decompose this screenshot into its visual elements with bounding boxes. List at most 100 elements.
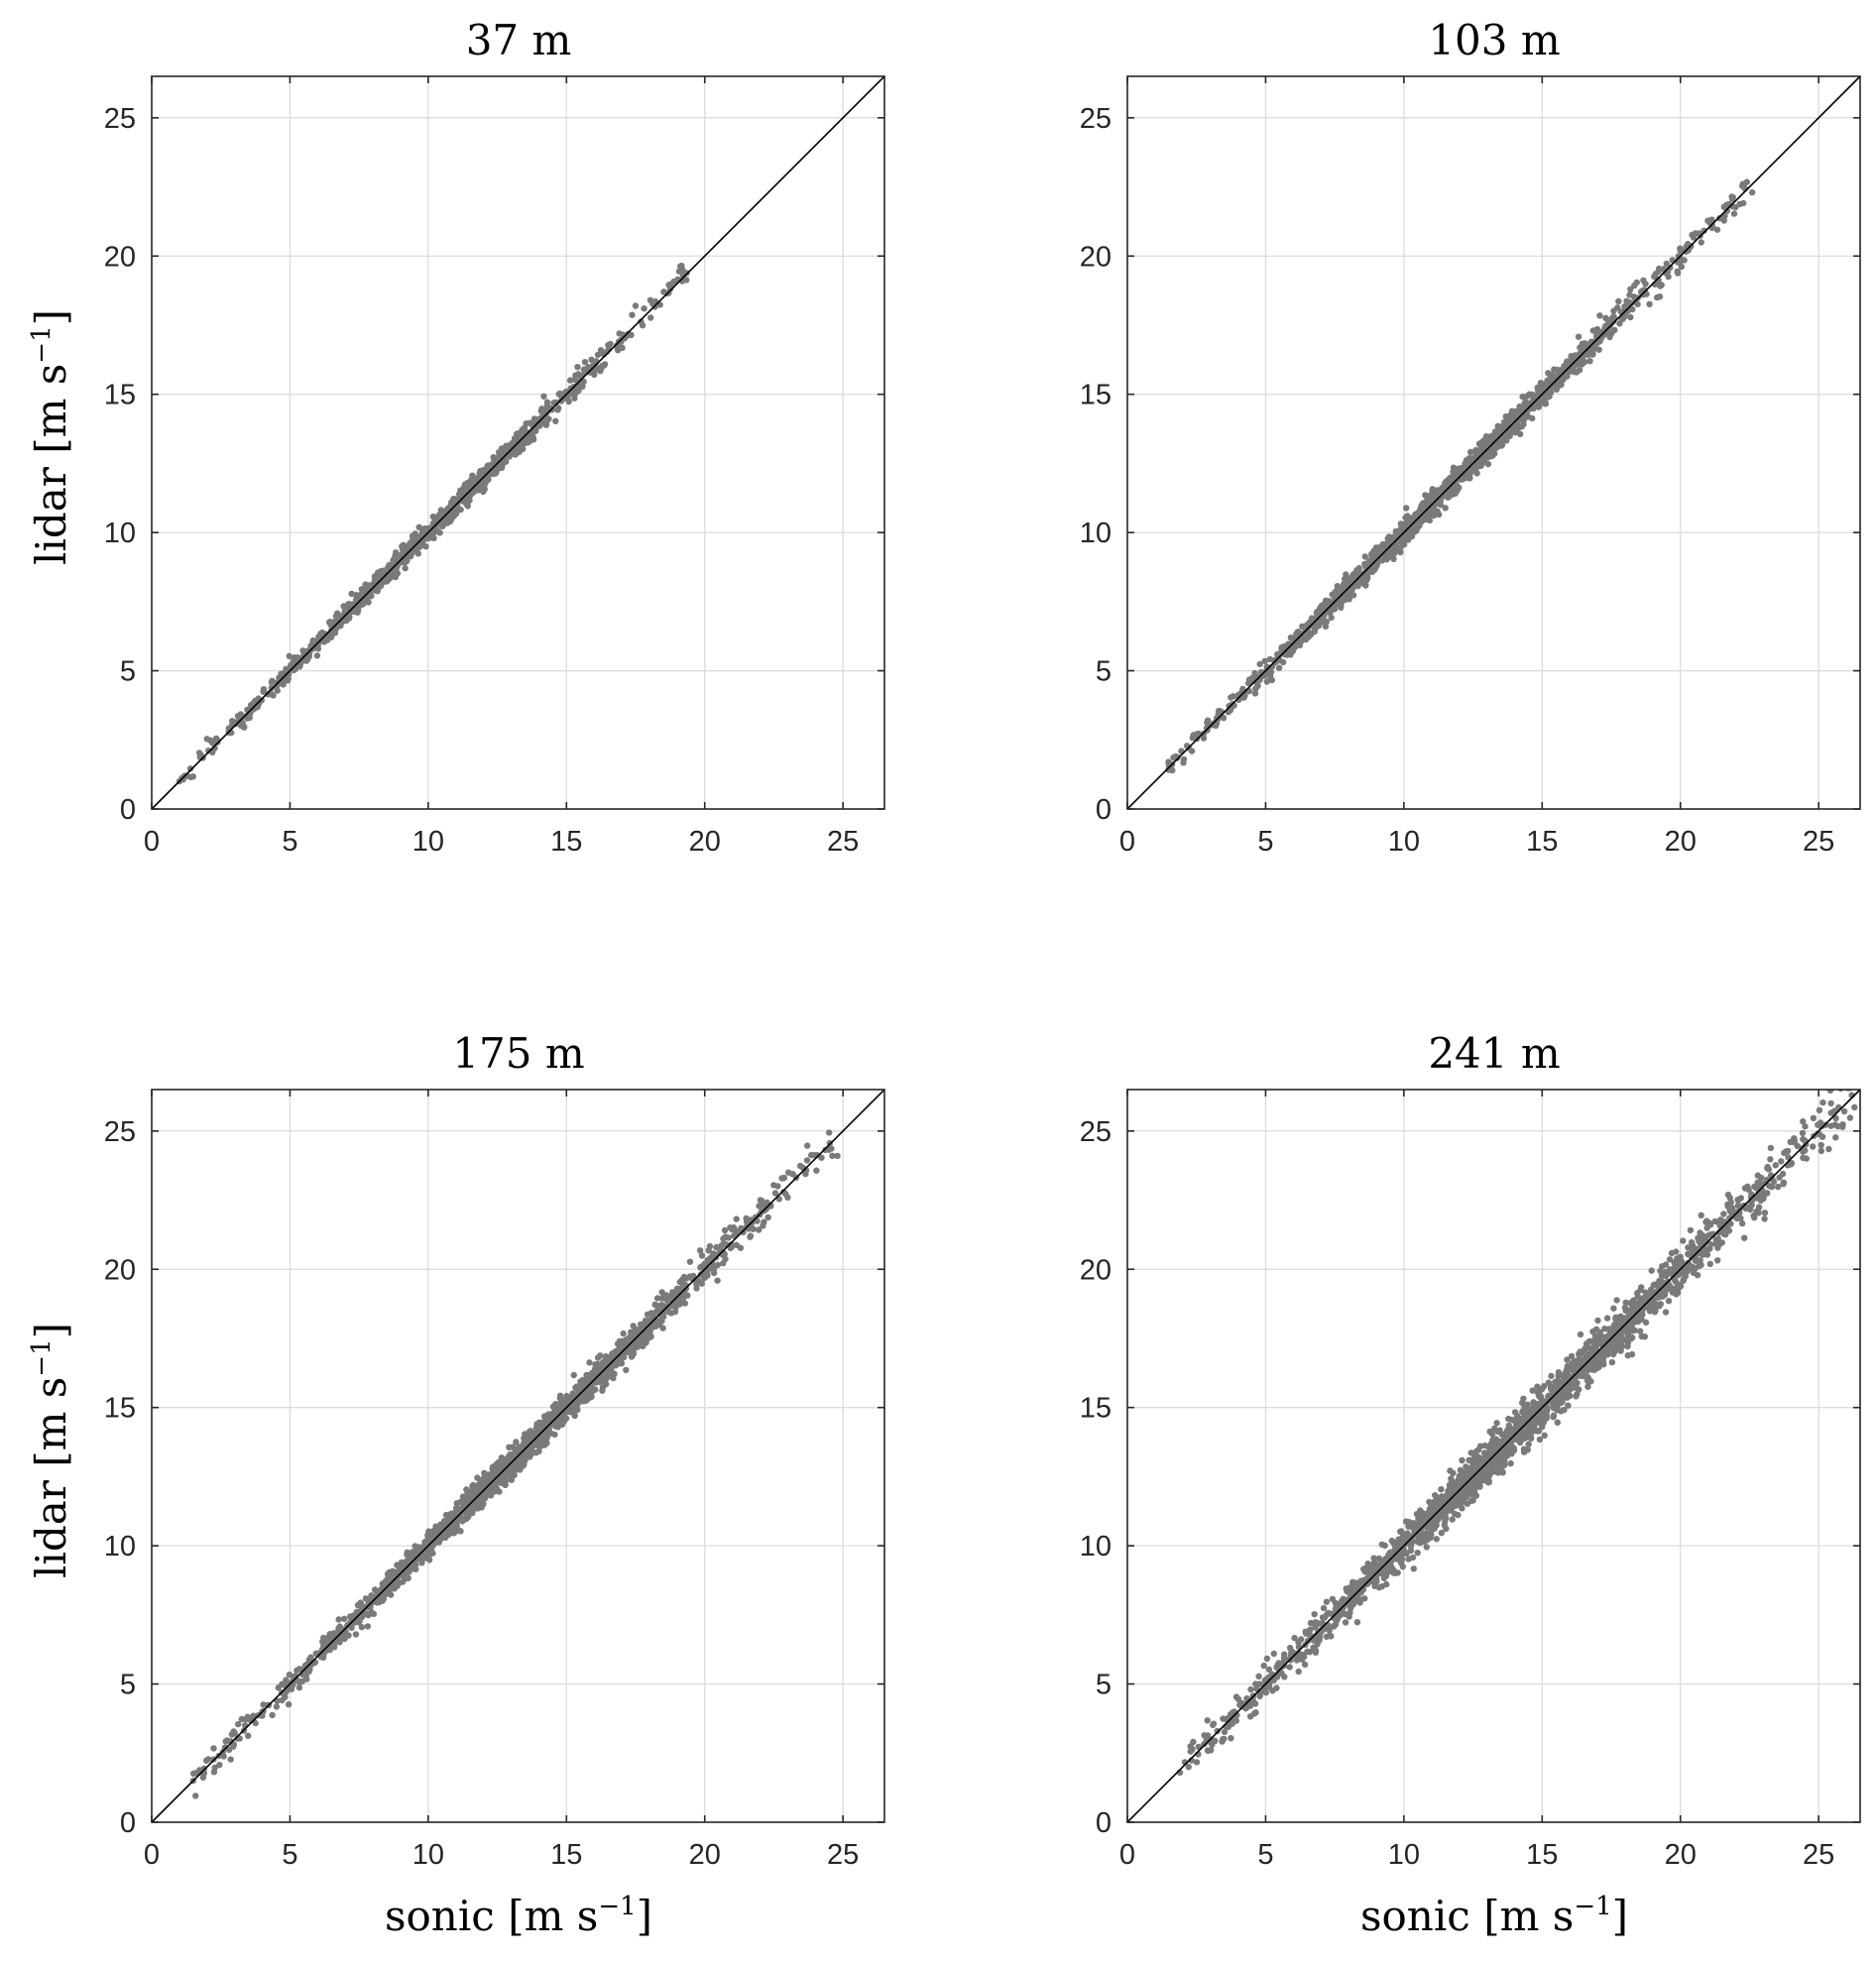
scatter-point xyxy=(418,1560,425,1566)
scatter-point xyxy=(714,1261,721,1269)
scatter-point xyxy=(339,613,347,620)
scatter-point xyxy=(1304,1648,1311,1656)
scatter-point xyxy=(580,378,587,386)
scatter-point xyxy=(1189,735,1197,742)
scatter-point xyxy=(1576,367,1583,374)
scatter-point xyxy=(268,684,275,692)
scatter-point xyxy=(1346,1610,1353,1617)
scatter-point xyxy=(1713,226,1721,233)
scatter-point xyxy=(1594,1317,1601,1325)
scatter-point xyxy=(1301,1661,1309,1669)
scatter-point xyxy=(285,677,292,684)
scatter-point xyxy=(1409,516,1417,522)
scatter-point xyxy=(268,678,276,686)
scatter-point xyxy=(543,399,551,405)
scatter-point xyxy=(1486,433,1493,440)
scatter-point xyxy=(1730,210,1738,217)
scatter-point xyxy=(528,1444,535,1451)
scatter-point xyxy=(362,581,369,588)
y-tick-label: 25 xyxy=(104,103,136,135)
scatter-point xyxy=(474,1505,481,1512)
scatter-point xyxy=(352,1631,360,1638)
scatter-point xyxy=(419,527,426,534)
scatter-point xyxy=(725,1234,732,1241)
scatter-point xyxy=(442,1511,450,1519)
scatter-point xyxy=(1362,582,1369,589)
scatter-point xyxy=(295,1684,303,1691)
scatter-point xyxy=(482,474,489,481)
scatter-point xyxy=(667,281,674,288)
scatter-point xyxy=(1678,263,1686,271)
scatter-point xyxy=(1575,333,1583,340)
scatter-point xyxy=(1402,522,1409,530)
scatter-point xyxy=(1550,1414,1557,1421)
scatter-point xyxy=(441,508,448,516)
scatter-point xyxy=(575,1398,582,1406)
scatter-point xyxy=(584,1389,592,1396)
y-tick-label: 25 xyxy=(1080,103,1112,135)
scatter-point xyxy=(469,472,476,479)
x-tick-label: 10 xyxy=(412,826,444,858)
scatter-point xyxy=(1764,1165,1771,1172)
scatter-point xyxy=(653,1295,661,1302)
scatter-point xyxy=(512,435,519,442)
scatter-point xyxy=(430,534,437,541)
scatter-point xyxy=(448,516,455,522)
scatter-point xyxy=(1603,1315,1611,1322)
scatter-point xyxy=(834,1152,841,1160)
scatter-point xyxy=(721,1226,729,1234)
scatter-point xyxy=(552,417,559,424)
scatter-point xyxy=(570,1371,577,1379)
scatter-point xyxy=(273,1703,281,1710)
scatter-point xyxy=(1560,374,1568,381)
scatter-point xyxy=(279,1696,286,1704)
scatter-point xyxy=(1451,1510,1459,1518)
scatter-point xyxy=(1502,413,1510,420)
scatter-point xyxy=(1313,609,1321,616)
scatter-point xyxy=(286,1672,293,1678)
scatter-point xyxy=(631,1344,638,1351)
scatter-point xyxy=(203,1757,210,1765)
scatter-point xyxy=(1534,1383,1541,1390)
scatter-point xyxy=(697,1247,704,1254)
y-axis-label: lidar [m s−1] xyxy=(27,309,75,565)
y-tick-label: 5 xyxy=(1096,656,1112,688)
scatter-point xyxy=(1369,549,1377,556)
scatter-point xyxy=(364,1623,372,1630)
scatter-points xyxy=(176,262,690,785)
one-to-one-line xyxy=(151,1089,885,1823)
scatter-point xyxy=(592,360,599,367)
scatter-point xyxy=(1447,476,1454,483)
scatter-point xyxy=(1486,437,1493,445)
scatter-point xyxy=(1700,227,1707,234)
scatter-point xyxy=(1840,1107,1848,1115)
scatter-point xyxy=(1509,427,1516,435)
scatter-point xyxy=(1180,759,1187,766)
scatter-point xyxy=(286,670,293,677)
scatter-point xyxy=(513,1439,520,1445)
scatter-point xyxy=(1656,293,1664,300)
scatter-point xyxy=(1466,1456,1472,1464)
scatter-point xyxy=(430,1531,438,1538)
y-tick-label: 0 xyxy=(1096,794,1112,826)
scatter-point xyxy=(582,1396,589,1403)
scatter-point xyxy=(579,383,586,391)
scatter-points xyxy=(1165,178,1756,774)
scatter-point xyxy=(1601,1326,1608,1332)
scatter-point xyxy=(192,1792,199,1799)
scatter-point xyxy=(594,351,602,359)
scatter-point xyxy=(225,1746,233,1754)
scatter-point xyxy=(1741,1234,1748,1241)
scatter-point xyxy=(579,1383,586,1390)
scatter-point xyxy=(1614,304,1621,311)
scatter-point xyxy=(588,1393,595,1401)
reference-line xyxy=(1126,75,1861,810)
scatter-point xyxy=(238,1715,245,1723)
scatter-point xyxy=(346,606,353,613)
scatter-point xyxy=(483,1491,490,1498)
scatter-point xyxy=(1536,1436,1544,1444)
scatter-point xyxy=(1433,1536,1441,1543)
scatter-point xyxy=(211,1764,218,1772)
scatter-point xyxy=(1450,487,1458,495)
